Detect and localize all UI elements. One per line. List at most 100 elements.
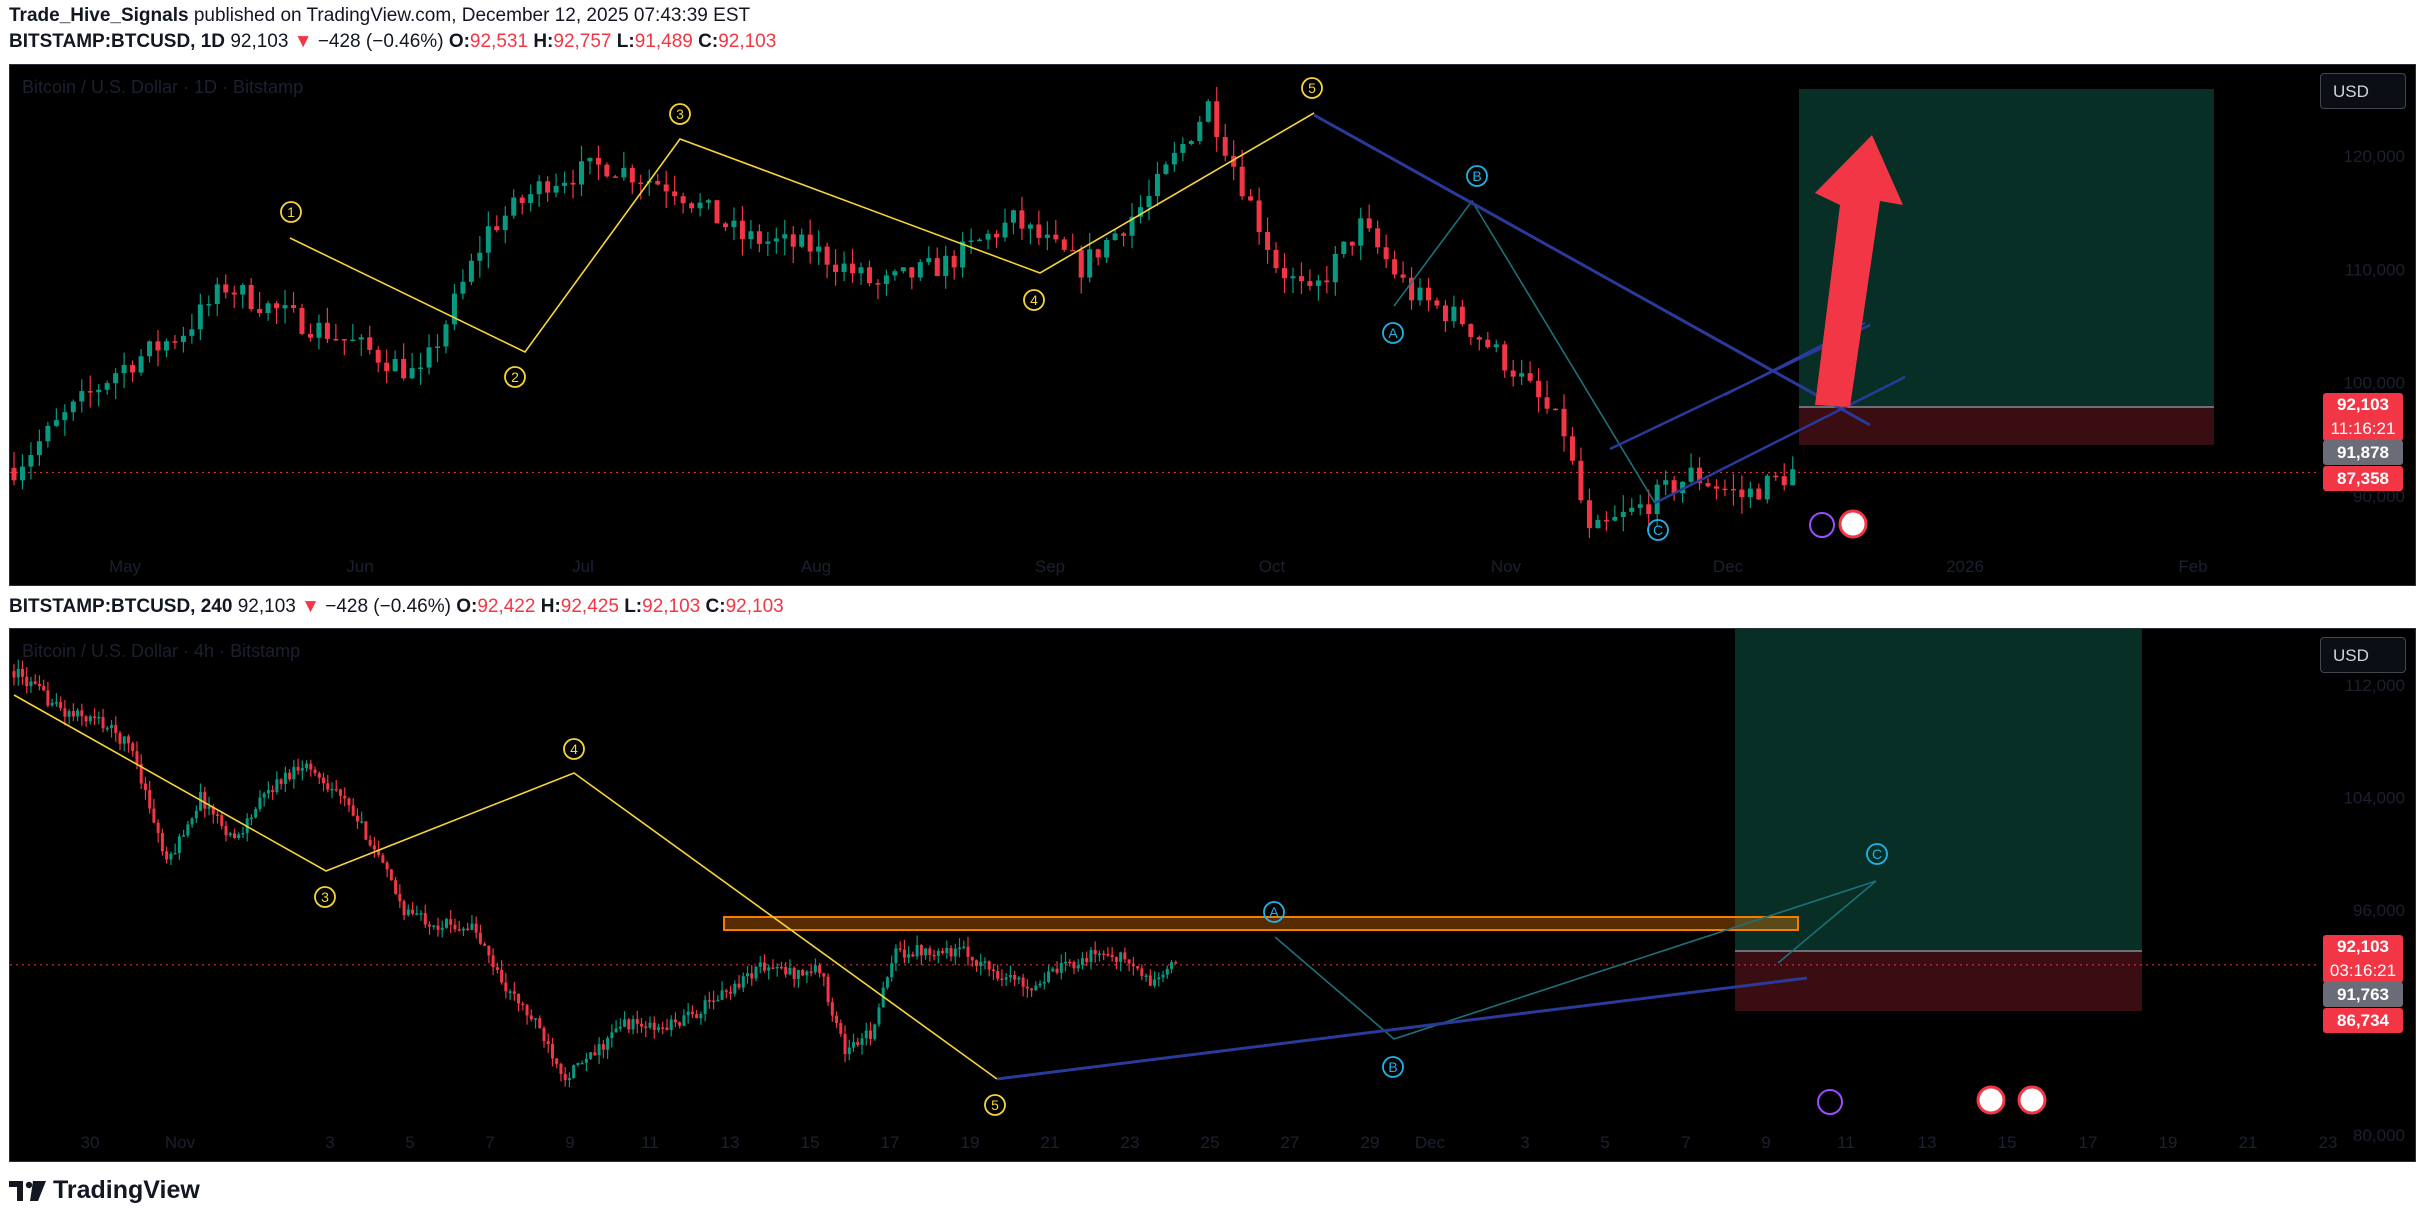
top-symbol[interactable]: BITSTAMP:BTCUSD, 1D bbox=[9, 31, 226, 52]
top-change: −428 (−0.46%) bbox=[317, 31, 444, 52]
candle-body bbox=[536, 181, 542, 195]
candle-body bbox=[1010, 210, 1016, 223]
x-tick-label: 17 bbox=[881, 1133, 900, 1152]
candle-body bbox=[135, 751, 139, 764]
projection-line bbox=[1777, 880, 1877, 964]
wave-label-a-ring bbox=[1382, 322, 1404, 344]
candle-body bbox=[731, 220, 737, 228]
candle-body bbox=[368, 839, 372, 846]
candle-body bbox=[655, 180, 661, 185]
top-open: 92,531 bbox=[469, 31, 529, 52]
candle-body bbox=[274, 303, 280, 309]
last-price-tag: 92,103 bbox=[2323, 393, 2403, 417]
x-tick-label: Jul bbox=[572, 557, 594, 576]
bottom-symbol[interactable]: BITSTAMP:BTCUSD, 240 bbox=[9, 596, 233, 617]
candle-body bbox=[309, 763, 313, 770]
candle-body bbox=[163, 341, 169, 351]
candle-body bbox=[1000, 978, 1004, 981]
candle-body bbox=[394, 880, 398, 895]
candle-body bbox=[220, 815, 224, 826]
h4-chart-canvas[interactable]: 112,000104,00096,00088,00080,00030Nov357… bbox=[10, 629, 2417, 1163]
candle-body bbox=[570, 182, 576, 185]
candle-body bbox=[949, 948, 953, 957]
candle-body bbox=[779, 966, 783, 969]
candle-body bbox=[372, 845, 376, 850]
candle-body bbox=[1157, 977, 1161, 980]
candle-body bbox=[951, 255, 957, 268]
candle-body bbox=[1097, 953, 1101, 955]
x-tick-label: 13 bbox=[721, 1133, 740, 1152]
candle-body bbox=[1047, 971, 1051, 982]
candle-body bbox=[1174, 962, 1178, 964]
candle-body bbox=[389, 869, 393, 881]
candle-body bbox=[737, 983, 741, 988]
candle-body bbox=[76, 710, 80, 717]
candle-body bbox=[1637, 504, 1643, 508]
author-name[interactable]: Trade_Hive_Signals bbox=[9, 5, 189, 26]
candle-body bbox=[686, 1011, 690, 1016]
candle-body bbox=[449, 919, 453, 925]
candle-body bbox=[322, 777, 326, 784]
candle-body bbox=[423, 913, 427, 925]
candle-body bbox=[563, 1073, 567, 1080]
candle-body bbox=[1013, 975, 1017, 980]
candle-body bbox=[919, 945, 923, 956]
candle-body bbox=[330, 788, 334, 791]
candle-body bbox=[237, 834, 241, 838]
candle-body bbox=[197, 304, 203, 330]
candle-body bbox=[652, 1022, 656, 1030]
candle-body bbox=[1493, 344, 1499, 348]
candle-body bbox=[1127, 959, 1131, 964]
candle-body bbox=[16, 668, 20, 678]
currency-button[interactable]: USD bbox=[2320, 637, 2406, 673]
candle-body bbox=[436, 925, 440, 930]
candle-body bbox=[519, 197, 525, 203]
candle-body bbox=[165, 851, 169, 860]
candle-body bbox=[148, 790, 152, 809]
currency-button[interactable]: USD bbox=[2320, 73, 2406, 109]
x-tick-label: 25 bbox=[1201, 1133, 1220, 1152]
candle-body bbox=[1459, 306, 1465, 325]
candle-body bbox=[635, 1019, 639, 1024]
candle-body bbox=[550, 1044, 554, 1059]
candle-body bbox=[511, 197, 517, 216]
candle-body bbox=[722, 223, 728, 228]
candle-body bbox=[1019, 210, 1025, 229]
candle-body bbox=[385, 862, 389, 870]
candle-body bbox=[1123, 952, 1127, 960]
candle-body bbox=[885, 977, 889, 988]
wave-label-5: 5 bbox=[991, 1097, 999, 1113]
candle-body bbox=[512, 991, 516, 994]
candle-body bbox=[559, 1063, 563, 1074]
candle-body bbox=[545, 181, 551, 193]
candle-body bbox=[1544, 397, 1550, 409]
candle-body bbox=[555, 1058, 559, 1064]
candle-body bbox=[1392, 259, 1398, 275]
candle-body bbox=[1068, 961, 1072, 964]
h4-chart-pane[interactable]: 112,000104,00096,00088,00080,00030Nov357… bbox=[9, 628, 2416, 1162]
x-tick-label: 11 bbox=[641, 1133, 659, 1152]
candle-body bbox=[1282, 268, 1287, 279]
candle-body bbox=[748, 231, 754, 240]
y-tick-label: 120,000 bbox=[2344, 147, 2405, 166]
candle-body bbox=[604, 164, 610, 177]
candle-body bbox=[1017, 977, 1021, 980]
candle-body bbox=[326, 783, 330, 790]
daily-chart-canvas[interactable]: 120,000 110,000 100,000 90,000 May Jun Jul Aug S… bbox=[10, 65, 2417, 587]
candle-body bbox=[597, 1044, 601, 1056]
candle-body bbox=[1273, 249, 1279, 269]
candle-body bbox=[180, 335, 186, 343]
daily-chart-pane[interactable]: 120,000 110,000 100,000 90,000 May Jun Jul Aug S… bbox=[9, 64, 2416, 586]
bullish-arrow-icon bbox=[1815, 135, 1903, 407]
candle-body bbox=[953, 948, 957, 957]
candle-body bbox=[232, 833, 236, 838]
candle-body bbox=[317, 773, 321, 778]
brand-name: TradingView bbox=[53, 1176, 200, 1204]
candle-body bbox=[1527, 373, 1533, 381]
top-symbol-line: BITSTAMP:BTCUSD, 1D 92,103 ▼ −428 (−0.46… bbox=[9, 31, 776, 53]
candle-body bbox=[207, 806, 211, 809]
candle-body bbox=[672, 191, 678, 197]
tradingview-logo[interactable]: TradingView bbox=[9, 1176, 200, 1205]
candle-body bbox=[88, 716, 92, 722]
candle-body bbox=[194, 810, 198, 819]
